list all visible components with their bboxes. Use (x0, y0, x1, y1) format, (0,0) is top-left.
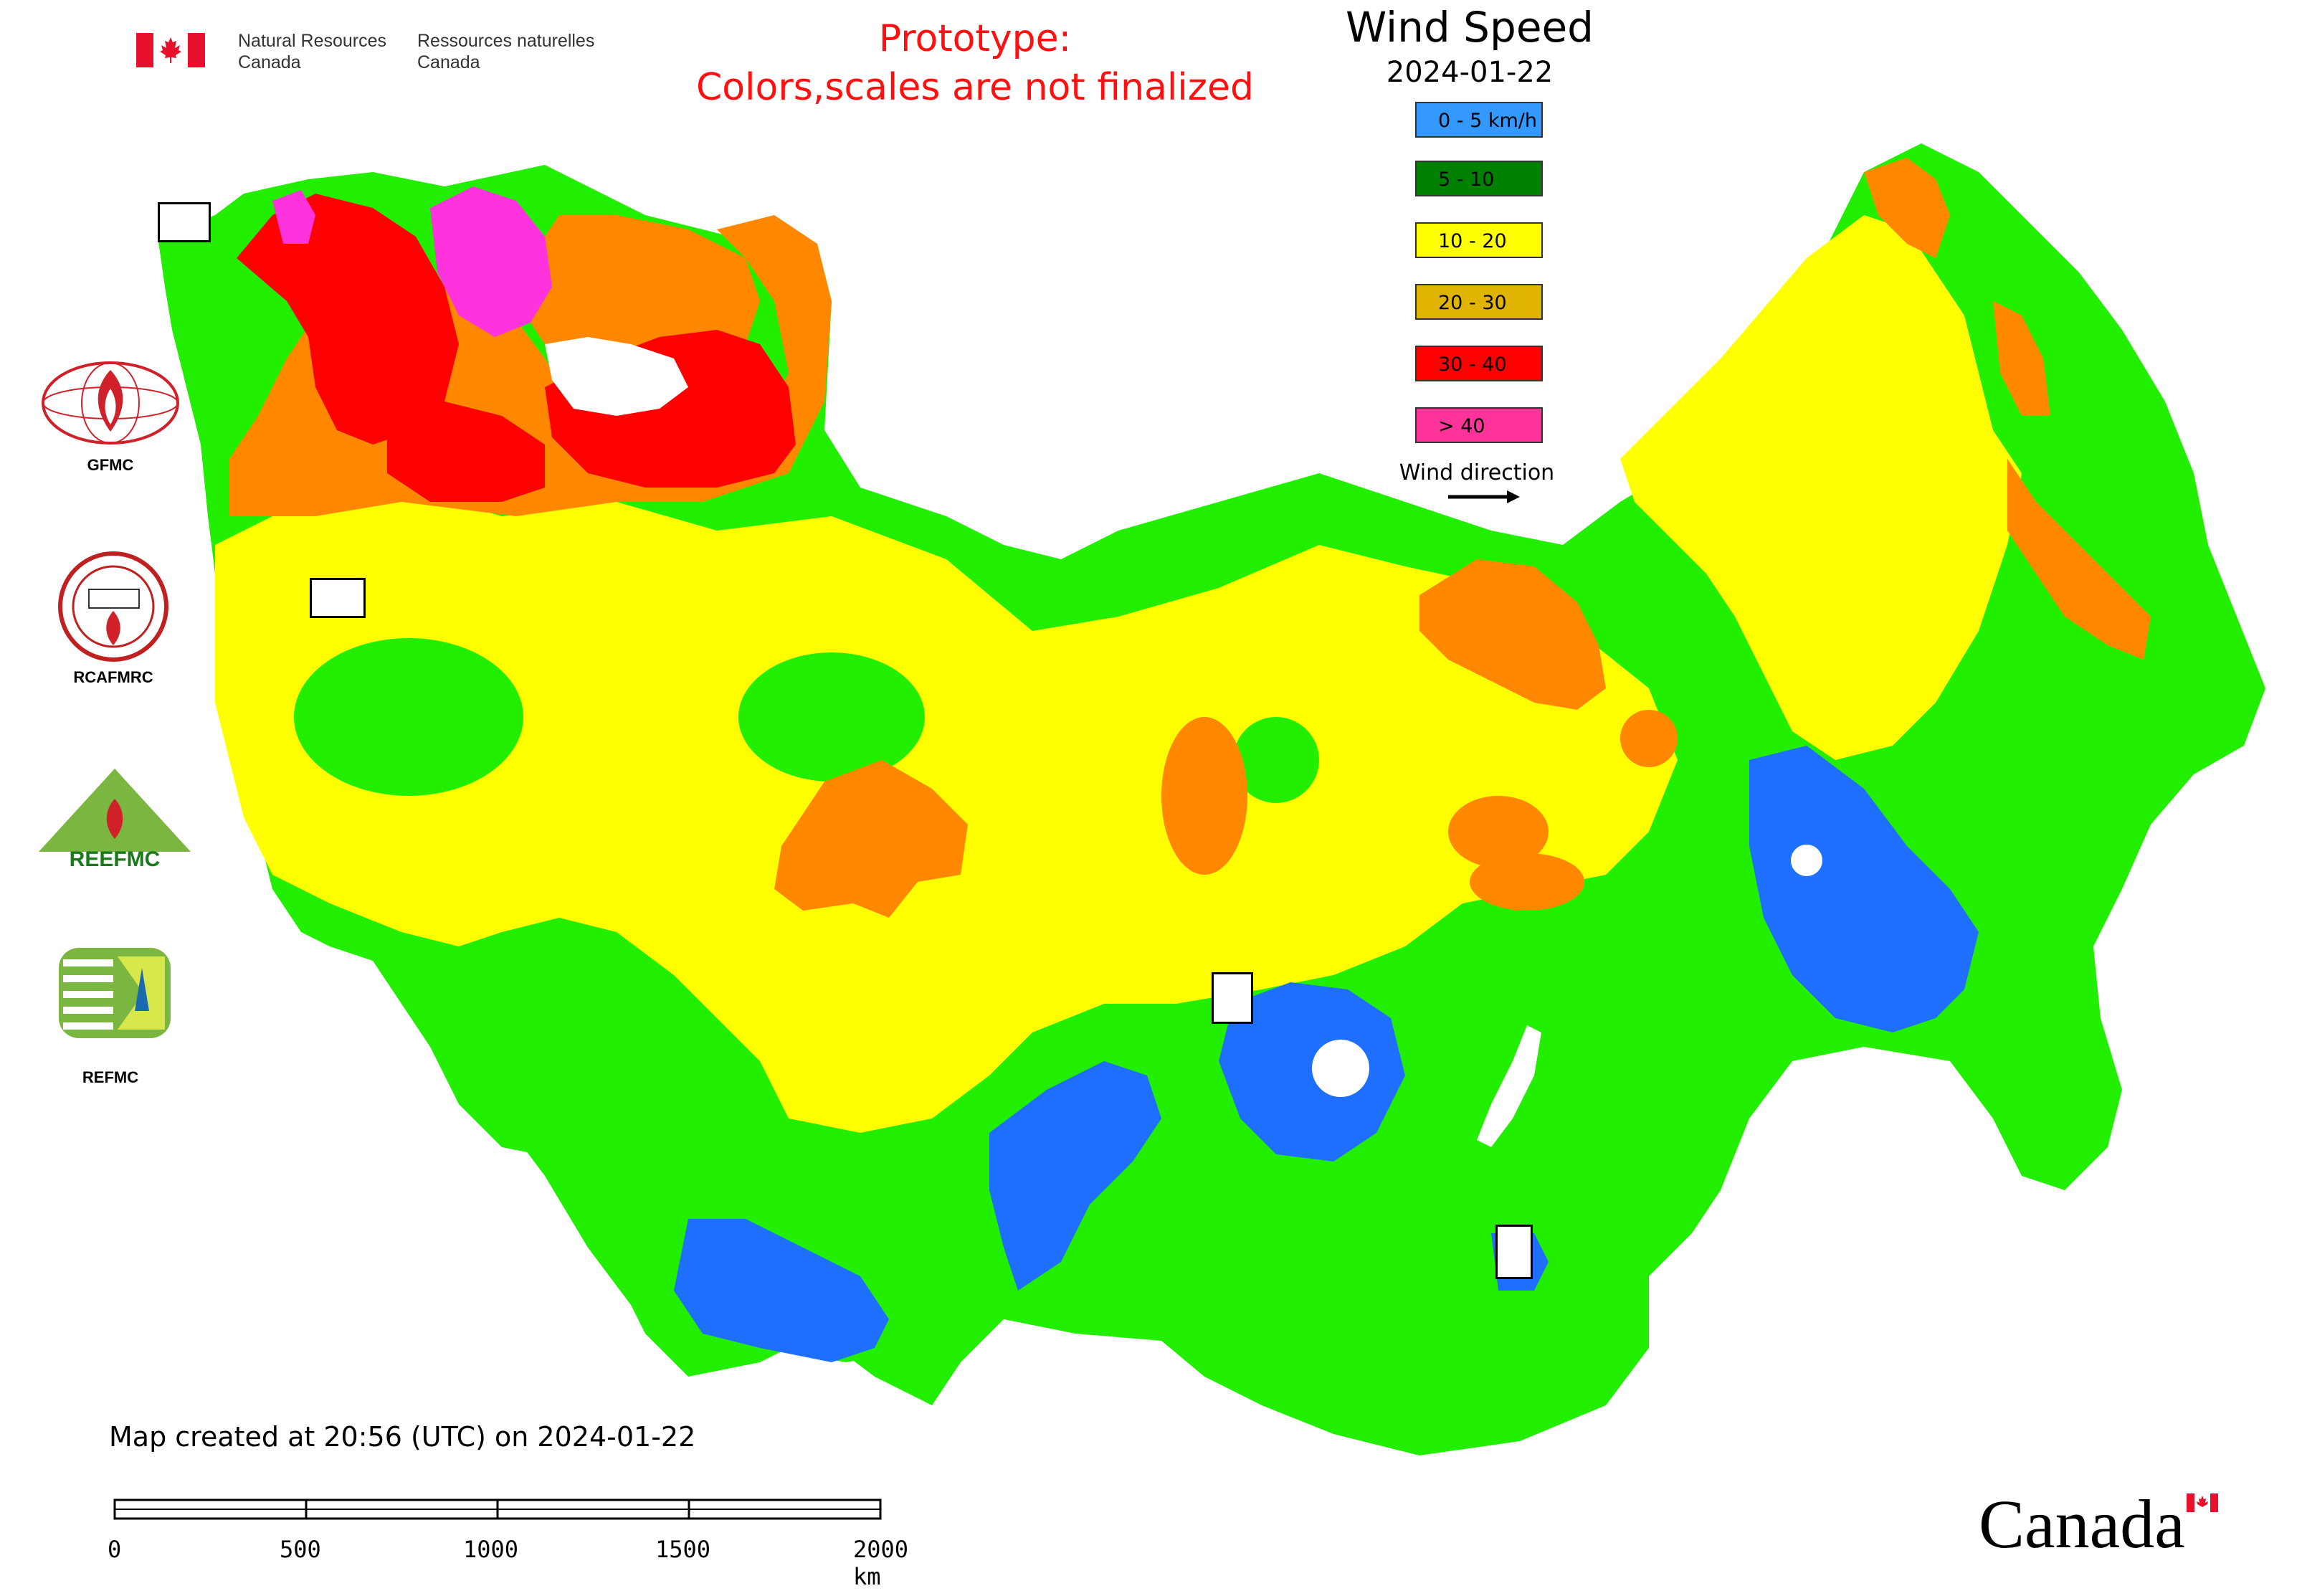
south-asia-green (444, 903, 1018, 1362)
reefmc-logo-icon: REEFMC (39, 769, 191, 868)
prototype-notice: Prototype: Colors,scales are not finaliz… (574, 14, 1376, 112)
green-blob (1233, 717, 1319, 803)
legend-item-10-20: 10 - 20 (1415, 222, 1543, 258)
canada-wordmark-flag-icon (2187, 1493, 2218, 1512)
zone-orange-blob (1620, 710, 1678, 767)
prototype-line-1: Prototype: (878, 17, 1072, 60)
legend-item-0-5: 0 - 5 km/h (1415, 102, 1543, 138)
gfmc-logo-icon (42, 361, 179, 445)
zone-orange-blob (1161, 717, 1247, 875)
canada-wordmark: Canada (1979, 1486, 2185, 1562)
zone-orange-blob (1448, 796, 1549, 868)
rcafmrc-map-marker (1495, 1225, 1533, 1279)
lake (1791, 845, 1822, 876)
agency-name-fr: Ressources naturelles Canada (417, 31, 595, 72)
legend-item-5-10: 5 - 10 (1415, 161, 1543, 196)
zone-magenta-1 (430, 186, 552, 337)
rcafmrc-label: RCAFMRC (73, 668, 153, 686)
zone-magenta-2 (272, 190, 315, 244)
reefmc-map-marker (310, 578, 366, 618)
green-blob (294, 638, 523, 796)
baikal (1477, 1025, 1541, 1147)
canada-flag-icon (136, 33, 205, 67)
scale-tick-label: 1000 (463, 1536, 519, 1563)
refmc-map-marker (1212, 972, 1253, 1024)
legend-item-20-30: 20 - 30 (1415, 284, 1543, 320)
scale-tick-label: 0 (108, 1536, 122, 1563)
refmc-logo-icon (59, 948, 171, 1038)
nrcan-signature: Natural Resources Canada Ressources natu… (136, 30, 609, 73)
map-created-timestamp: Map created at 20:56 (UTC) on 2024-01-22 (109, 1421, 696, 1453)
legend-date: 2024-01-22 (1386, 56, 1554, 89)
prototype-line-2: Colors,scales are not finalized (695, 66, 1255, 109)
green-blob (738, 652, 925, 782)
svg-text:REEFMC: REEFMC (70, 847, 161, 868)
lake (1312, 1040, 1369, 1097)
zone-orange-kamchatka (1993, 301, 2050, 416)
zone-orange-east (1419, 559, 1606, 710)
zone-orange-chukotka (1864, 158, 1950, 258)
scale-bar-graphic (113, 1498, 882, 1520)
wind-direction-label: Wind direction (1399, 460, 1555, 485)
zone-blue-east (1749, 746, 1979, 1032)
white-sea (545, 337, 688, 416)
agency-name-en: Natural Resources Canada (238, 31, 387, 72)
zone-blue-central (989, 1061, 1161, 1291)
rcafmrc-logo-icon (58, 551, 168, 662)
zone-yellow-east (1620, 215, 2022, 760)
scale-bar: 0 500 1000 1500 2000 km (108, 1498, 908, 1590)
wind-direction-arrow-icon (1448, 490, 1520, 503)
scale-tick-label: 2000 km (853, 1536, 909, 1590)
zone-orange-central (774, 760, 968, 918)
scale-tick-label: 1500 (655, 1536, 711, 1563)
zone-blue-central-asia (674, 1219, 889, 1362)
zone-blue-mongolia (1219, 982, 1405, 1162)
zone-orange-blob (1470, 853, 1584, 911)
zone-red-north (237, 194, 459, 445)
refmc-label: REFMC (82, 1068, 139, 1086)
gfmc-label: GFMC (87, 456, 134, 474)
legend-item-30-40: 30 - 40 (1415, 346, 1543, 381)
zone-orange-fareast (2007, 459, 2151, 660)
legend-title: Wind Speed (1345, 3, 1594, 52)
maple-leaf-icon (160, 37, 181, 63)
gfmc-map-marker (158, 202, 211, 242)
zone-red-kola2 (387, 402, 545, 502)
scale-tick-label: 500 (280, 1536, 321, 1563)
legend-item-over-40: > 40 (1415, 407, 1543, 443)
